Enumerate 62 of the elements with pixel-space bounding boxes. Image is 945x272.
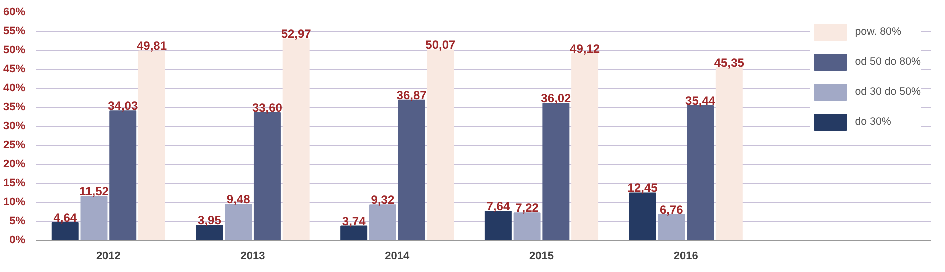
x-tick-label: 2013: [240, 250, 266, 262]
data-label: 7,22: [516, 201, 540, 216]
data-label: 45,35: [714, 56, 745, 70]
y-tick-label: 5%: [10, 216, 26, 228]
data-label: 49,12: [570, 42, 600, 56]
bar: [687, 105, 714, 240]
data-label: 9,32: [371, 193, 395, 208]
y-tick-label: 25%: [3, 140, 26, 152]
bar: [514, 212, 541, 240]
data-label: 12,45: [628, 181, 658, 196]
y-tick-label: 55%: [3, 26, 26, 38]
bar: [225, 204, 252, 240]
bar: [110, 110, 137, 240]
bar: [196, 224, 224, 240]
data-label: 3,74: [342, 214, 366, 228]
y-tick-label: 45%: [3, 64, 26, 76]
data-label: 34,03: [108, 99, 138, 114]
data-label: 33,60: [252, 100, 283, 115]
data-label: 50,07: [426, 38, 456, 52]
bar: [80, 196, 108, 240]
y-tick-label: 60%: [3, 6, 26, 18]
data-label: 4,64: [54, 210, 78, 225]
y-tick-label: 35%: [3, 102, 26, 114]
bar: [398, 100, 426, 240]
legend-label: od 50 do 80%: [855, 56, 921, 68]
y-tick-label: 20%: [3, 158, 26, 170]
bar: [716, 68, 743, 240]
y-tick-label: 50%: [3, 44, 26, 56]
y-tick-label: 15%: [3, 178, 26, 190]
bar: [484, 210, 512, 240]
y-tick-label: 40%: [3, 82, 26, 94]
y-tick-label: 30%: [3, 120, 26, 132]
bar: [340, 226, 368, 240]
data-label: 7,64: [486, 199, 510, 214]
data-label: 9,48: [226, 192, 251, 206]
data-label: 6,76: [660, 202, 684, 217]
bar: [629, 192, 656, 240]
bar: [658, 214, 686, 240]
bar: [369, 204, 396, 240]
x-tick-label: 2015: [530, 250, 554, 262]
bar: [52, 222, 79, 240]
bar: [572, 53, 599, 240]
bar: [427, 50, 454, 240]
y-tick-label: 0%: [10, 234, 26, 246]
y-tick-label: 10%: [3, 196, 26, 208]
data-label: 35,44: [686, 94, 716, 108]
bar: [138, 50, 166, 240]
x-tick-label: 2016: [674, 250, 698, 262]
legend-label: od 30 do 50%: [855, 86, 921, 98]
data-label: 3,95: [198, 213, 222, 228]
bar: [542, 103, 570, 240]
x-tick-label: 2012: [96, 250, 121, 262]
data-label: 49,81: [136, 39, 168, 54]
bar: [282, 38, 310, 240]
data-label: 11,52: [80, 184, 110, 199]
bar: [254, 112, 281, 240]
data-label: 52,97: [281, 27, 312, 42]
data-label: 36,02: [541, 92, 572, 106]
x-tick-label: 2014: [385, 250, 411, 262]
data-label: 36,87: [396, 88, 428, 102]
legend-label: pow. 80%: [855, 26, 902, 38]
legend-label: do 30%: [855, 116, 892, 128]
